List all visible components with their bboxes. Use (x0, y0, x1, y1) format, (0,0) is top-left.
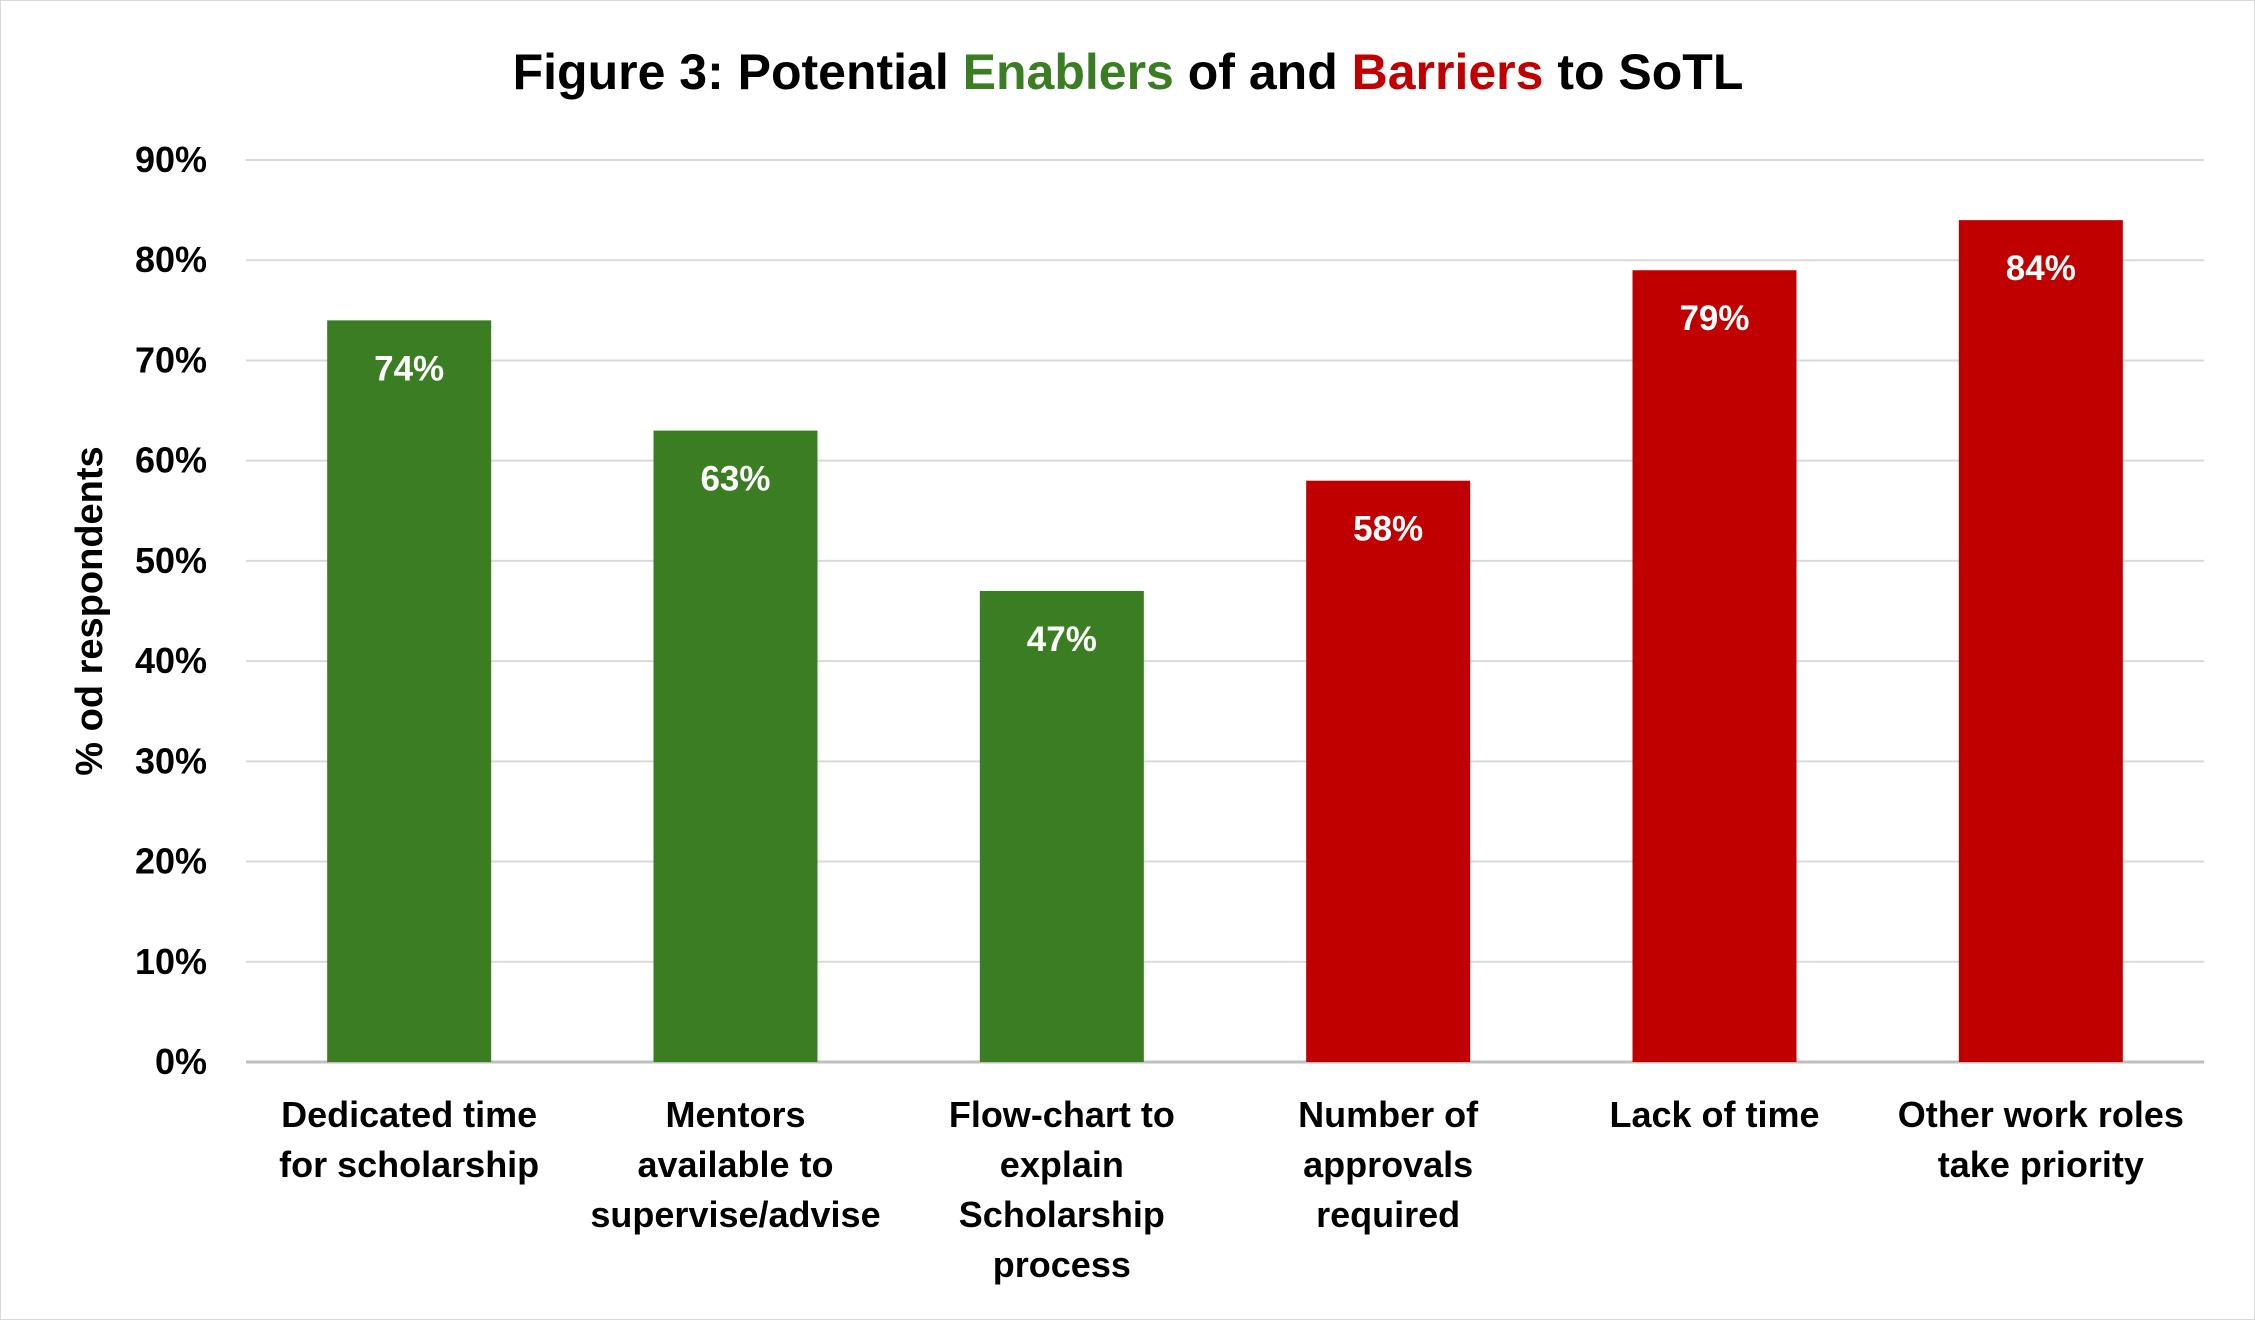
chart-title-barriers: Barriers (1352, 44, 1544, 100)
chart-title-enablers: Enablers (963, 44, 1174, 100)
y-tick-label: 40% (135, 640, 207, 681)
x-category-label: Scholarship (959, 1194, 1165, 1235)
x-category-label: explain (1000, 1144, 1124, 1185)
data-label: 74% (374, 349, 444, 388)
bar (1632, 270, 1797, 1062)
chart-title: Figure 3: Potential Enablers of and Barr… (513, 44, 1744, 100)
bar (979, 590, 1144, 1062)
y-tick-label: 60% (135, 440, 207, 481)
y-tick-label: 0% (155, 1041, 207, 1082)
bar (1306, 480, 1471, 1062)
data-label: 84% (2006, 249, 2076, 288)
y-axis-label: % od respondents (69, 446, 111, 775)
x-category-label: approvals (1303, 1144, 1473, 1185)
data-label: 47% (1027, 620, 1097, 659)
bar (653, 430, 818, 1063)
data-label: 79% (1679, 299, 1749, 338)
y-tick-label: 30% (135, 740, 207, 781)
x-category-label: Lack of time (1609, 1094, 1819, 1135)
chart-title-prefix: Figure 3: Potential (513, 44, 963, 100)
x-category-label: process (993, 1244, 1131, 1285)
y-tick-label: 70% (135, 339, 207, 380)
y-tick-label: 90% (135, 139, 207, 180)
chart-title-middle: of and (1174, 44, 1352, 100)
gridlines (246, 159, 2204, 1064)
x-category-label: Number of (1298, 1094, 1479, 1135)
bar (327, 320, 492, 1062)
x-category-label: Flow-chart to (949, 1094, 1175, 1135)
x-category-label: for scholarship (279, 1144, 539, 1185)
x-category-label: Other work roles (1898, 1094, 2184, 1135)
y-axis-ticks: 0% 10% 20% 30% 40% 50% 60% 70% 80% 90% (135, 139, 207, 1082)
data-labels: 74% 63% 47% 58% 79% 84% (374, 249, 2076, 659)
data-label: 58% (1353, 510, 1423, 549)
y-tick-label: 80% (135, 239, 207, 280)
bar (1958, 220, 2123, 1063)
x-category-label: take priority (1938, 1144, 2144, 1185)
x-category-label: available to (637, 1144, 833, 1185)
y-tick-label: 10% (135, 941, 207, 982)
chart-title-suffix: to SoTL (1543, 44, 1743, 100)
x-category-label: required (1316, 1194, 1460, 1235)
x-axis-categories: Dedicated time for scholarship Mentors avai… (279, 1094, 2184, 1285)
y-tick-label: 50% (135, 540, 207, 581)
x-category-label: Mentors (665, 1094, 805, 1135)
x-category-label: supervise/advise (590, 1194, 880, 1235)
x-category-label: Dedicated time (281, 1094, 537, 1135)
bars (327, 220, 2123, 1063)
data-label: 63% (700, 460, 770, 499)
y-tick-label: 20% (135, 841, 207, 882)
